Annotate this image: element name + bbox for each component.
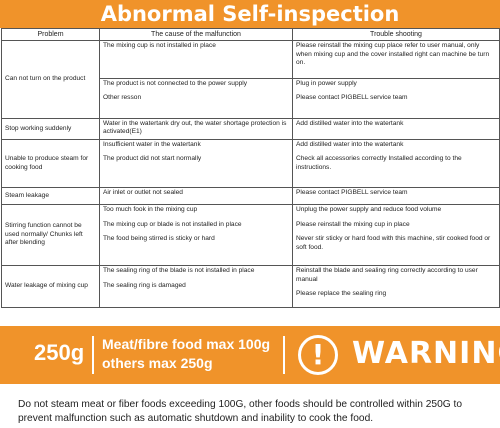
header-fix: Trouble shooting <box>292 27 500 42</box>
cause-cell: Air inlet or outlet not sealed <box>99 187 293 206</box>
cause-text: The product is not connected to the powe… <box>103 79 248 87</box>
warning-weight: 250g <box>34 340 85 365</box>
fix-text: Add distilled water into the watertank <box>296 119 404 127</box>
page-title: Abnormal Self-inspection <box>0 0 500 28</box>
cause-text: Insufficient water in the watertank <box>103 140 201 148</box>
table-row: Stirring function cannot be used normall… <box>1 204 500 266</box>
fix-cell: Plug in power supply Please contact PIGB… <box>292 77 500 119</box>
fix-text: Please reinstall the mixing cup in place <box>296 220 410 228</box>
problem-cell: Stirring function cannot be used normall… <box>1 204 100 266</box>
cause-cell: The product is not connected to the powe… <box>99 77 293 119</box>
exclamation-icon: ! <box>298 335 338 375</box>
header-cause: The cause of the malfunction <box>99 27 293 42</box>
footnote-text: Do not steam meat or fiber foods exceedi… <box>18 399 462 424</box>
warning-divider <box>92 336 94 374</box>
cause-cell: Water in the watertank dry out, the wate… <box>99 117 293 140</box>
problem-cell: Stop working suddenly <box>1 117 100 140</box>
table-header-row: Problem The cause of the malfunction Tro… <box>1 27 500 42</box>
table-row: Stop working suddenly Water in the water… <box>1 117 500 140</box>
fix-cell: Unplug the power supply and reduce food … <box>292 204 500 266</box>
cause-cell: Insufficient water in the watertank The … <box>99 138 293 189</box>
fix-text: Never stir sticky or hard food with this… <box>296 235 491 251</box>
warning-limit-line-1: Meat/fibre food max 100g <box>102 336 271 352</box>
cause-cell: The mixing cup is not installed in place <box>99 40 293 79</box>
fix-text: Unplug the power supply and reduce food … <box>296 206 442 214</box>
warning-divider <box>283 336 285 374</box>
table-row: Water leakage of mixing cup The sealing … <box>1 264 500 309</box>
cause-text: The sealing ring is damaged <box>103 281 186 289</box>
fix-text: Please contact PIGBELL service team <box>296 189 408 197</box>
cause-text: The sealing ring of the blade is not ins… <box>103 266 255 274</box>
troubleshooting-table: Problem The cause of the malfunction Tro… <box>1 27 500 309</box>
cause-text: The mixing cup is not installed in place <box>103 42 216 50</box>
problem-cell: Unable to produce steam for cooking food <box>1 138 100 189</box>
fix-text: Add distilled water into the watertank <box>296 140 404 148</box>
header-problem: Problem <box>1 27 100 42</box>
cause-text: Water in the watertank dry out, the wate… <box>103 119 287 136</box>
warning-limit-line-2: others max 250g <box>102 355 213 371</box>
cause-text: The food being stirred is sticky or hard <box>103 235 215 243</box>
cause-text: The mixing cup or blade is not installed… <box>103 220 242 228</box>
fix-text: Plug in power supply <box>296 79 357 87</box>
warning-banner: 250g Meat/fibre food max 100g others max… <box>0 326 500 384</box>
fix-cell: Please contact PIGBELL service team <box>292 187 500 206</box>
fix-text: Check all accessories correctly Installe… <box>296 155 462 172</box>
fix-text: Please reinstall the mixing cup place re… <box>296 42 490 67</box>
cause-text: Too much fook in the mixing cup <box>103 206 198 214</box>
fix-cell: Add distilled water into the watertank <box>292 117 500 140</box>
problem-cell: Can not turn on the product <box>1 40 100 119</box>
cause-text: The product did not start normally <box>103 155 202 163</box>
table-row: Can not turn on the product The mixing c… <box>1 40 500 119</box>
table-row: The product is not connected to the powe… <box>2 77 500 119</box>
problem-cell: Steam leakage <box>1 187 100 206</box>
warning-label: WARNING <box>352 336 500 371</box>
warning-limits: Meat/fibre food max 100g others max 250g <box>102 335 270 373</box>
table-row: Steam leakage Air inlet or outlet not se… <box>1 187 500 206</box>
cause-text: Air inlet or outlet not sealed <box>103 189 183 197</box>
fix-text: Please contact PIGBELL service team <box>296 94 408 102</box>
fix-cell: Add distilled water into the watertank C… <box>292 138 500 189</box>
fix-cell: Reinstall the blade and sealing ring cor… <box>292 264 500 309</box>
fix-text: Reinstall the blade and sealing ring cor… <box>296 266 478 283</box>
problem-cell: Water leakage of mixing cup <box>1 264 100 309</box>
cause-cell: Too much fook in the mixing cup The mixi… <box>99 204 293 266</box>
cause-text: Other resson <box>103 94 142 102</box>
cause-cell: The sealing ring of the blade is not ins… <box>99 264 293 309</box>
fix-text: Please replace the sealing ring <box>296 290 387 298</box>
fix-cell: Please reinstall the mixing cup place re… <box>292 40 500 79</box>
table-row: Unable to produce steam for cooking food… <box>1 138 500 189</box>
